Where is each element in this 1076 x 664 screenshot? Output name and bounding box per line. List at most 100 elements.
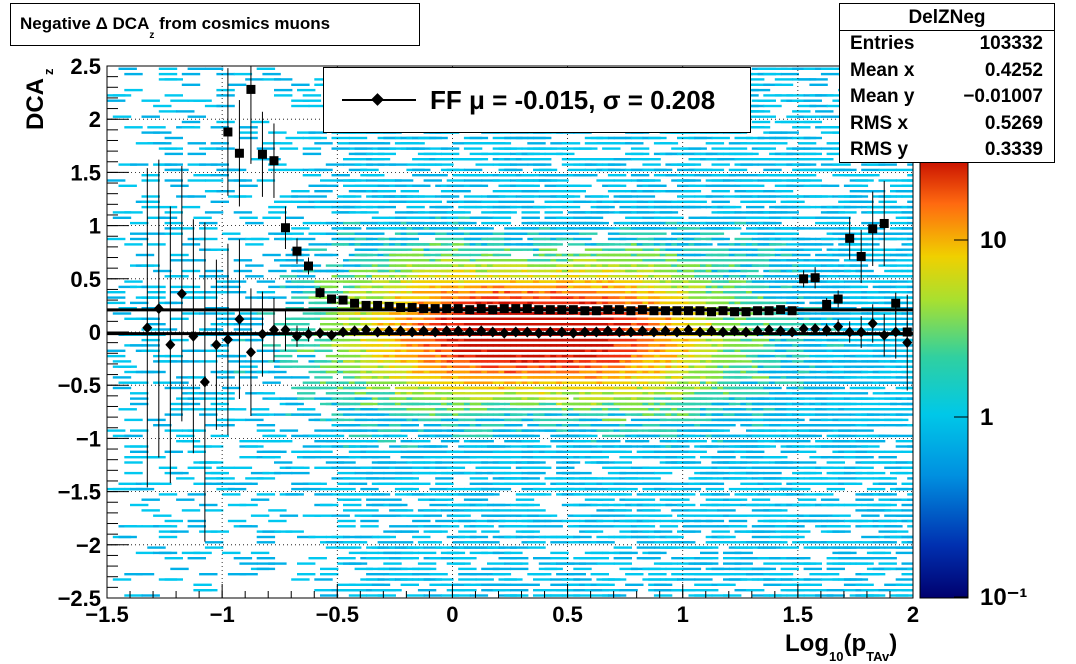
diamond-point xyxy=(787,326,798,338)
diamond-point xyxy=(464,326,475,338)
square-point xyxy=(223,127,233,137)
diamond-point xyxy=(821,324,832,336)
y-tick-label: 1 xyxy=(89,214,101,239)
y-tick-label: −0.5 xyxy=(58,373,101,398)
x-tick-label: 1 xyxy=(677,602,689,627)
diamond-point xyxy=(257,328,268,340)
diamond-point xyxy=(625,326,636,338)
y-tick-label: 2 xyxy=(89,107,101,132)
x-tick-label: 0 xyxy=(446,602,458,627)
square-point xyxy=(292,246,302,256)
diamond-point xyxy=(522,326,533,338)
diamond-point xyxy=(338,326,349,338)
diamond-point xyxy=(798,323,809,335)
x-tick-label: 1.5 xyxy=(783,602,814,627)
square-point xyxy=(891,298,901,308)
square-point xyxy=(246,84,256,94)
square-point xyxy=(419,304,429,314)
diamond-point xyxy=(199,376,210,388)
square-point xyxy=(442,304,452,314)
z-tick-label: 10⁻¹ xyxy=(980,584,1027,611)
diamond-point xyxy=(499,327,510,339)
legend-label: FF μ = -0.015, σ = 0.208 xyxy=(430,85,716,115)
diamond-point xyxy=(879,329,890,341)
diamond-point xyxy=(349,325,360,337)
square-point xyxy=(511,304,521,314)
diamond-point xyxy=(775,325,786,337)
diamond-point xyxy=(384,325,395,337)
color-scale-ticks: 10 1 10⁻¹ xyxy=(954,227,1027,611)
square-point xyxy=(557,305,567,315)
square-point xyxy=(626,306,636,316)
diamond-point xyxy=(245,346,256,358)
diamond-point xyxy=(407,326,418,338)
square-point xyxy=(269,156,279,166)
diamond-point xyxy=(280,324,291,336)
z-tick-label: 1 xyxy=(980,404,993,431)
square-point xyxy=(753,306,763,316)
diamond-point xyxy=(867,317,878,329)
x-axis-ticks: −1.5 −1 −0.5 0 0.5 1 1.5 2 xyxy=(85,584,919,627)
diamond-point xyxy=(694,326,705,338)
square-point xyxy=(280,223,290,233)
stats-box: DelZNeg Entries 103332 Mean x 0.4252 Mean … xyxy=(839,3,1055,163)
square-point xyxy=(350,298,360,308)
square-point xyxy=(580,306,590,316)
diamond-point xyxy=(315,327,326,339)
y-tick-label: 1.5 xyxy=(70,160,101,185)
density-heatmap xyxy=(107,67,913,597)
square-point xyxy=(649,306,659,316)
stats-row: Mean x 0.4252 xyxy=(850,59,1043,81)
diamond-point xyxy=(268,324,279,336)
diamond-point xyxy=(810,323,821,335)
diamond-point xyxy=(706,325,717,337)
square-point xyxy=(787,306,797,316)
x-tick-label: −1 xyxy=(210,602,235,627)
square-point xyxy=(845,233,855,243)
square-point xyxy=(396,303,406,313)
diamond-point xyxy=(545,326,556,338)
diamond-point xyxy=(165,339,176,351)
x-tick-label: 0.5 xyxy=(552,602,583,627)
square-point xyxy=(603,305,613,315)
diamond-point xyxy=(648,326,659,338)
square-point xyxy=(660,306,670,316)
square-point xyxy=(361,300,371,310)
square-point xyxy=(522,304,532,314)
square-point xyxy=(672,306,682,316)
stats-row: RMS y 0.3339 xyxy=(850,139,1043,161)
square-point xyxy=(476,304,486,314)
grid-lines xyxy=(107,66,913,598)
diamond-point xyxy=(361,324,372,336)
diamond-point xyxy=(718,326,729,338)
square-point xyxy=(407,303,417,313)
square-point xyxy=(695,306,705,316)
square-point xyxy=(879,218,889,228)
diamond-point xyxy=(430,326,441,338)
y-tick-label: −2 xyxy=(76,533,101,558)
diamond-point xyxy=(556,326,567,338)
diamond-point xyxy=(764,324,775,336)
data-points xyxy=(142,84,913,388)
diamond-point xyxy=(591,326,602,338)
diamond-point xyxy=(533,327,544,339)
square-point xyxy=(545,305,555,315)
square-point xyxy=(637,305,647,315)
square-point xyxy=(534,305,544,315)
square-point xyxy=(833,294,843,304)
diamond-point xyxy=(476,325,487,337)
diamond-point xyxy=(741,326,752,338)
diamond-point xyxy=(660,325,671,337)
diamond-point xyxy=(602,325,613,337)
square-point xyxy=(614,305,624,315)
diamond-point xyxy=(568,327,579,339)
square-point xyxy=(799,274,809,284)
diamond-point xyxy=(211,339,222,351)
square-point xyxy=(707,307,716,317)
square-point xyxy=(683,306,693,316)
x-tick-label: 2 xyxy=(907,602,919,627)
square-point xyxy=(764,306,774,316)
y-tick-label: −2.5 xyxy=(58,586,101,611)
y-axis-label: DCAz xyxy=(22,68,56,131)
